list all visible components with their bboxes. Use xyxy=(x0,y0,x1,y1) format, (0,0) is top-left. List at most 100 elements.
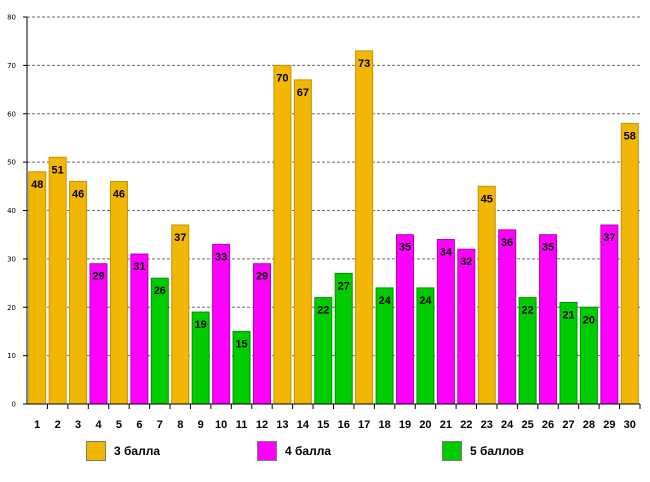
bar xyxy=(539,234,558,405)
y-tick-label: 80 xyxy=(7,14,16,22)
legend-item-5-points: 5 баллов xyxy=(442,441,524,461)
legend-label: 3 балла xyxy=(114,444,161,458)
bar xyxy=(396,234,415,405)
x-tick-label: 21 xyxy=(440,419,452,431)
data-label: 46 xyxy=(72,188,84,200)
data-label: 20 xyxy=(583,314,595,326)
data-label: 29 xyxy=(92,271,104,283)
data-label: 45 xyxy=(481,193,493,205)
data-label: 29 xyxy=(256,271,268,283)
bar xyxy=(334,272,353,405)
data-label: 70 xyxy=(276,72,288,84)
x-tick-label: 5 xyxy=(116,419,122,431)
bar xyxy=(436,239,455,405)
legend-swatch xyxy=(86,441,106,461)
x-tick-label: 12 xyxy=(256,419,268,431)
bar xyxy=(498,229,517,405)
bars xyxy=(28,50,639,405)
data-label: 32 xyxy=(460,256,472,268)
legend-label: 4 балла xyxy=(285,444,332,458)
x-tick-label: 6 xyxy=(136,419,142,431)
x-tick-label: 1 xyxy=(34,419,40,431)
x-tick-label: 29 xyxy=(603,419,615,431)
x-tick-label: 9 xyxy=(198,419,204,431)
y-tick-label: 70 xyxy=(7,62,16,70)
x-tick-label: 13 xyxy=(276,419,288,431)
x-tick-label: 22 xyxy=(460,419,472,431)
data-label: 26 xyxy=(154,285,166,297)
data-label: 51 xyxy=(52,164,64,176)
data-label: 73 xyxy=(358,58,370,70)
data-label: 58 xyxy=(624,130,636,142)
bar xyxy=(89,263,108,405)
x-tick-label: 16 xyxy=(338,419,350,431)
legend-swatch xyxy=(257,441,277,461)
x-axis-ticks: 1 2 3 4 5 6 7 8 9 10 11 12 13 14 15 16 17 18 19 20 21 22 23 24 2… xyxy=(34,404,641,431)
data-label: 15 xyxy=(235,338,247,350)
bar xyxy=(69,180,88,405)
y-tick-label: 40 xyxy=(7,207,16,215)
x-tick-label: 28 xyxy=(583,419,595,431)
data-label: 67 xyxy=(297,87,309,99)
x-tick-label: 4 xyxy=(95,419,102,431)
x-tick-label: 30 xyxy=(624,419,636,431)
data-label: 37 xyxy=(603,232,615,244)
data-label: 37 xyxy=(174,232,186,244)
bar xyxy=(273,64,292,405)
y-tick-label: 30 xyxy=(7,255,16,263)
x-tick-label: 26 xyxy=(542,419,554,431)
y-tick-label: 0 xyxy=(12,401,16,409)
x-tick-label: 20 xyxy=(419,419,431,431)
data-label: 19 xyxy=(195,319,207,331)
legend-item-3-points: 3 балла xyxy=(86,441,160,461)
x-tick-label: 7 xyxy=(157,419,163,431)
gridlines xyxy=(27,16,640,357)
x-tick-label: 2 xyxy=(55,419,61,431)
data-label: 22 xyxy=(521,305,533,317)
data-label: 24 xyxy=(419,295,432,307)
bar xyxy=(130,253,149,405)
data-labels: 48 51 46 29 46 31 26 37 19 33 15 29 70 67 22 27 73 24 35 24… xyxy=(31,58,636,351)
x-tick-label: 19 xyxy=(399,419,411,431)
x-tick-label: 17 xyxy=(358,419,370,431)
bar xyxy=(109,180,128,405)
legend-item-4-points: 4 балла xyxy=(257,441,331,461)
bar xyxy=(48,156,67,405)
x-tick-label: 23 xyxy=(481,419,493,431)
bar xyxy=(457,248,476,405)
data-label: 35 xyxy=(399,242,411,254)
x-tick-label: 27 xyxy=(562,419,574,431)
x-tick-label: 25 xyxy=(521,419,533,431)
bar xyxy=(212,243,231,405)
data-label: 48 xyxy=(31,179,43,191)
data-label: 27 xyxy=(338,280,350,292)
y-tick-label: 60 xyxy=(7,110,16,118)
x-tick-label: 11 xyxy=(236,419,248,431)
x-tick-label: 18 xyxy=(378,419,390,431)
bar xyxy=(28,171,47,405)
bar xyxy=(252,263,271,405)
data-label: 22 xyxy=(317,305,329,317)
x-tick-label: 15 xyxy=(317,419,329,431)
legend-label: 5 баллов xyxy=(470,444,524,458)
data-label: 35 xyxy=(542,242,554,254)
x-tick-label: 8 xyxy=(177,419,183,431)
x-tick-label: 10 xyxy=(215,419,227,431)
legend-swatch xyxy=(442,441,462,461)
y-tick-label: 10 xyxy=(7,352,16,360)
y-tick-label: 50 xyxy=(7,159,16,167)
data-label: 34 xyxy=(440,247,453,259)
data-label: 21 xyxy=(562,309,574,321)
bar xyxy=(600,224,619,405)
data-label: 46 xyxy=(113,188,125,200)
bar xyxy=(171,224,190,405)
x-tick-label: 24 xyxy=(501,419,514,431)
data-label: 36 xyxy=(501,237,513,249)
data-label: 31 xyxy=(133,261,145,273)
x-tick-label: 3 xyxy=(75,419,81,431)
bar xyxy=(477,185,496,405)
bar xyxy=(620,122,639,405)
x-tick-label: 14 xyxy=(297,419,310,431)
data-label: 33 xyxy=(215,251,227,263)
